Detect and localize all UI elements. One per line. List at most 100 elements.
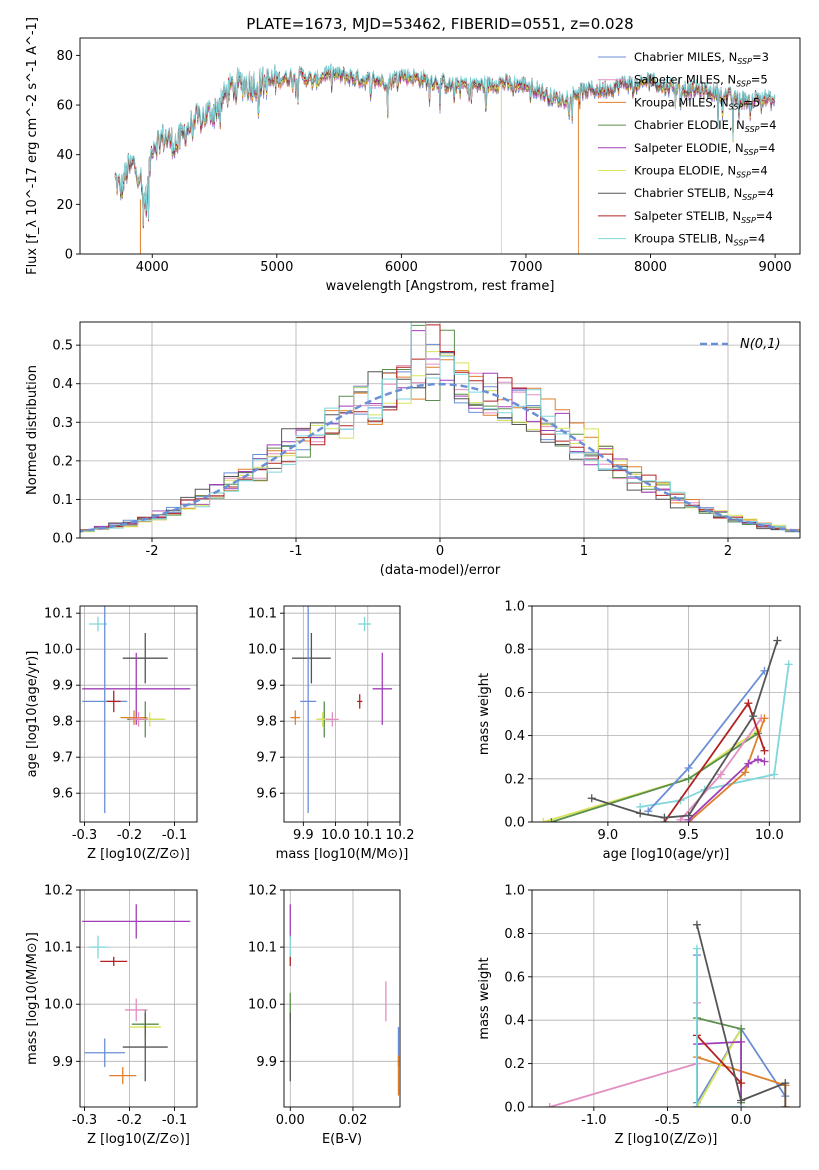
y-tick-label: 0.2 <box>504 1057 525 1072</box>
errorbar-point <box>325 712 339 727</box>
age_vs_Z-frame <box>79 605 198 823</box>
legend-entry: Kroupa ELODIE, NSSP=4 <box>634 164 768 180</box>
weight-marker <box>716 770 725 779</box>
x-tick-label: 9.9 <box>293 828 314 843</box>
weight-marker <box>749 712 758 721</box>
x-tick-label: -0.1 <box>162 1113 187 1128</box>
errorbar-point <box>372 652 392 725</box>
y-tick-label: 9.6 <box>256 787 277 802</box>
mass_vs_Z-panel: -0.3 -0.2 -0.1 9.9 10.0 10.1 10.2 Z [log10(Z/Z⊙… <box>25 884 198 1147</box>
y-axis-label: age [log10(age/yr)] <box>25 651 40 778</box>
weight-marker <box>760 757 769 766</box>
mass_vs_ebv-panel: 0.00 0.02 9.9 10.0 10.1 10.2 E(B-V) <box>248 884 401 1147</box>
y-tick-label: 10.0 <box>44 998 73 1013</box>
residuals-marks <box>80 322 800 534</box>
legend-entry: Kroupa STELIB, NSSP=4 <box>634 232 765 248</box>
errorbar-point <box>100 956 128 966</box>
legend-entry: Chabrier STELIB, NSSP=4 <box>634 186 774 202</box>
x-tick-label: 0.00 <box>276 1113 305 1128</box>
spectrum-marks <box>114 63 776 254</box>
weight-marker <box>781 1103 790 1107</box>
spectrum-frame <box>79 37 801 255</box>
x-tick-label: 9.5 <box>678 828 699 843</box>
x-axis-label: mass [log10(M/M⊙)] <box>276 847 409 862</box>
y-tick-label: 9.8 <box>52 715 73 730</box>
x-tick-label: 6000 <box>385 260 418 275</box>
legend-entry: Salpeter MILES, NSSP=5 <box>634 73 768 89</box>
x-tick-label: -0.2 <box>117 1113 142 1128</box>
weight-marker <box>737 1079 746 1088</box>
mass_vs_ebv-marks <box>289 904 400 1096</box>
weight-series-line <box>696 924 787 1107</box>
mass_vs_Z-frame <box>79 889 198 1108</box>
y-tick-label: 0.8 <box>504 927 525 942</box>
x-tick-label: -0.5 <box>655 1113 680 1128</box>
weight-marker <box>754 755 763 764</box>
errorbar-point <box>358 616 371 632</box>
weight-series-line <box>687 758 765 821</box>
errorbar-point <box>89 616 107 632</box>
x-axis-label: Z [log10(Z/Z⊙)] <box>87 1132 190 1147</box>
y-tick-label: 0.6 <box>504 686 525 701</box>
y-tick-label: 0.0 <box>504 1101 525 1116</box>
x-tick-label: 0.02 <box>338 1113 367 1128</box>
weight-marker <box>684 774 693 783</box>
errorbar-point <box>122 1012 168 1082</box>
y-tick-label: 10.1 <box>44 941 73 956</box>
errorbar-point <box>109 1067 137 1085</box>
weight-marker <box>547 818 556 822</box>
weight-marker <box>741 768 750 777</box>
mass_vs_Z-marks <box>82 904 191 1085</box>
age_vs_Z-panel: -0.3 -0.2 -0.1 9.6 9.7 9.8 9.9 10.0 10.1 Z [log10… <box>25 605 198 862</box>
residuals-panel: -2 -1 0 1 2 0.0 0.1 0.2 0.3 0.4 0.5 (data-model)/er… <box>25 321 801 578</box>
y-tick-label: 0.5 <box>52 339 73 354</box>
weight-marker <box>676 815 685 822</box>
errorbar-point <box>300 606 317 813</box>
weight-marker <box>660 813 669 822</box>
x-tick-label: -0.3 <box>72 1113 97 1128</box>
y-tick-label: 9.7 <box>52 751 73 766</box>
y-tick-label: 10.2 <box>44 884 73 899</box>
weight-series-line <box>696 948 742 1107</box>
y-tick-label: 0.4 <box>52 377 73 392</box>
weight-series-line <box>551 732 759 822</box>
weight-marker <box>744 759 753 768</box>
y-tick-label: 0.2 <box>504 772 525 787</box>
x-axis-label: Z [log10(Z/Z⊙)] <box>615 1132 718 1147</box>
errorbar-point <box>292 633 331 684</box>
legend-entry: Kroupa MILES, NSSP=5 <box>634 95 760 111</box>
x-tick-label: 7000 <box>509 260 542 275</box>
x-tick-label: 10.2 <box>386 828 415 843</box>
x-tick-label: 1 <box>580 544 588 559</box>
errorbar-point <box>120 710 148 725</box>
age_vs_mass-marks <box>290 606 392 813</box>
y-tick-label: 20 <box>56 198 73 213</box>
x-tick-label: -0.3 <box>72 828 97 843</box>
legend-entry: Chabrier MILES, NSSP=3 <box>634 50 769 66</box>
errorbar-point <box>84 1038 125 1068</box>
y-tick-label: 9.8 <box>256 715 277 730</box>
mass_vs_ebv-frame <box>283 889 401 1108</box>
y-axis-label: mass weight <box>477 673 492 755</box>
weight-marker <box>770 770 779 779</box>
x-tick-label: 0.0 <box>731 1113 752 1128</box>
x-tick-label: 8000 <box>634 260 667 275</box>
weight-marker <box>781 1079 790 1088</box>
x-axis-label: wavelength [Angstrom, rest frame] <box>326 279 555 294</box>
weight-marker <box>737 1096 746 1105</box>
y-tick-label: 0.4 <box>504 1014 525 1029</box>
y-tick-label: 10.0 <box>248 643 277 658</box>
y-tick-label: 10.1 <box>44 607 73 622</box>
weight_vs_age-panel: 9.0 9.5 10.0 0.0 0.2 0.4 0.6 0.8 1.0 age [log10(a… <box>477 600 801 862</box>
weight-marker <box>684 764 693 772</box>
weight-marker <box>744 699 753 708</box>
errorbar-point <box>82 904 191 939</box>
weight-marker <box>692 1103 701 1107</box>
weight_vs_Z-marks <box>545 920 790 1107</box>
x-tick-label: 9000 <box>759 260 792 275</box>
x-tick-label: 10.0 <box>755 828 784 843</box>
weight-marker <box>692 944 701 953</box>
y-tick-label: 9.6 <box>52 787 73 802</box>
y-tick-label: 9.9 <box>256 679 277 694</box>
